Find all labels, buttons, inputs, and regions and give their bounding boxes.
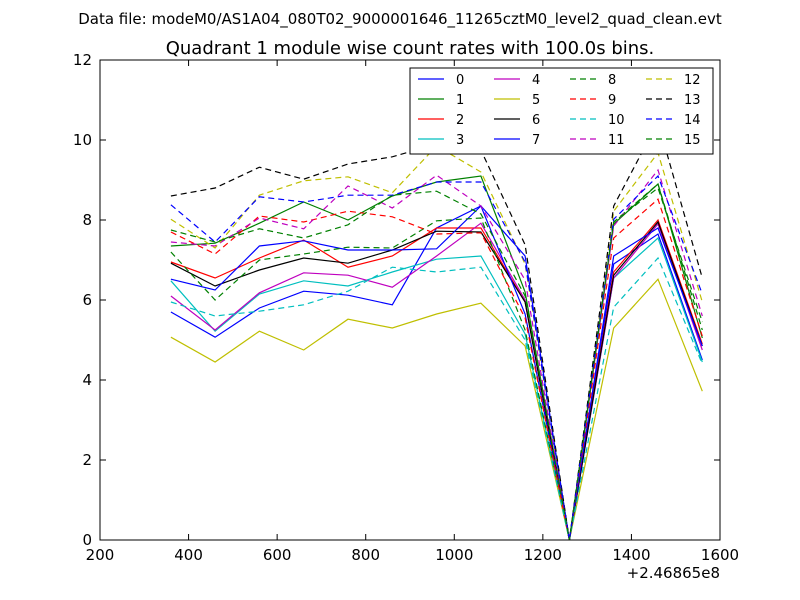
legend-label-4: 4 [532,73,540,88]
chart-title: Quadrant 1 module wise count rates with … [166,38,655,59]
x-tick-label: 600 [263,546,292,564]
series-line-13 [170,120,703,541]
y-tick-label: 0 [82,531,92,549]
series-line-7 [170,204,703,541]
y-tick-label: 10 [73,131,92,149]
x-tick-label: 200 [86,546,115,564]
x-tick-label: 400 [174,546,203,564]
series-line-9 [170,198,703,541]
x-tick-label: 1000 [435,546,473,564]
y-tick-label: 4 [82,371,92,389]
legend-label-11: 11 [608,133,625,148]
y-tick-label: 8 [82,211,92,229]
legend-box [409,67,714,155]
legend-label-1: 1 [456,93,464,108]
legend-label-14: 14 [684,113,701,128]
y-tick-label: 2 [82,451,92,469]
series-line-14 [170,174,703,541]
legend-label-7: 7 [532,133,540,148]
x-tick-label: 1600 [701,546,739,564]
y-tick-label: 6 [82,291,92,309]
legend-label-3: 3 [456,133,464,148]
x-tick-label: 1400 [612,546,650,564]
legend-label-15: 15 [684,133,701,148]
series-line-15 [170,187,703,541]
legend-label-5: 5 [532,93,540,108]
x-tick-label: 1200 [524,546,562,564]
legend-label-6: 6 [532,113,540,128]
series-line-2 [170,218,703,541]
x-offset-label: +2.46865e8 [627,564,720,582]
series-line-10 [170,256,703,541]
series-line-6 [170,220,703,541]
y-tick-label: 12 [73,51,92,69]
x-tick-label: 800 [351,546,380,564]
series-line-5 [170,278,703,541]
legend-label-9: 9 [608,93,616,108]
legend-label-8: 8 [608,73,616,88]
legend-label-13: 13 [684,93,701,108]
legend-label-10: 10 [608,113,625,128]
legend-label-12: 12 [684,73,701,88]
data-file-label: Data file: modeM0/AS1A04_080T02_90000016… [78,10,722,29]
legend-label-0: 0 [456,73,464,88]
legend-label-2: 2 [456,113,464,128]
